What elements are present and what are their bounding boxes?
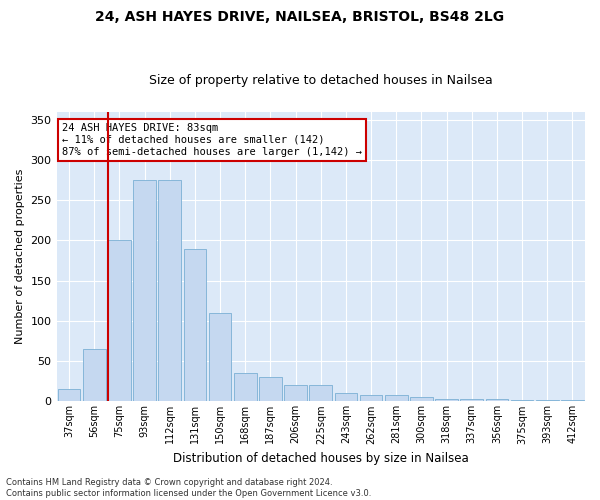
Bar	[133, 180, 156, 402]
Bar	[561, 400, 584, 402]
Bar	[184, 248, 206, 402]
Bar	[284, 386, 307, 402]
Bar	[234, 373, 257, 402]
Bar	[209, 313, 232, 402]
X-axis label: Distribution of detached houses by size in Nailsea: Distribution of detached houses by size …	[173, 452, 469, 465]
Text: 24 ASH HAYES DRIVE: 83sqm
← 11% of detached houses are smaller (142)
87% of semi: 24 ASH HAYES DRIVE: 83sqm ← 11% of detac…	[62, 124, 362, 156]
Text: 24, ASH HAYES DRIVE, NAILSEA, BRISTOL, BS48 2LG: 24, ASH HAYES DRIVE, NAILSEA, BRISTOL, B…	[95, 10, 505, 24]
Bar	[58, 390, 80, 402]
Bar	[536, 400, 559, 402]
Bar	[158, 180, 181, 402]
Bar	[259, 378, 282, 402]
Bar	[511, 400, 533, 402]
Bar	[485, 399, 508, 402]
Bar	[460, 399, 483, 402]
Bar	[360, 395, 382, 402]
Title: Size of property relative to detached houses in Nailsea: Size of property relative to detached ho…	[149, 74, 493, 87]
Bar	[83, 349, 106, 402]
Text: Contains HM Land Registry data © Crown copyright and database right 2024.
Contai: Contains HM Land Registry data © Crown c…	[6, 478, 371, 498]
Bar	[410, 398, 433, 402]
Bar	[435, 399, 458, 402]
Y-axis label: Number of detached properties: Number of detached properties	[15, 169, 25, 344]
Bar	[108, 240, 131, 402]
Bar	[310, 386, 332, 402]
Bar	[335, 394, 357, 402]
Bar	[385, 395, 407, 402]
